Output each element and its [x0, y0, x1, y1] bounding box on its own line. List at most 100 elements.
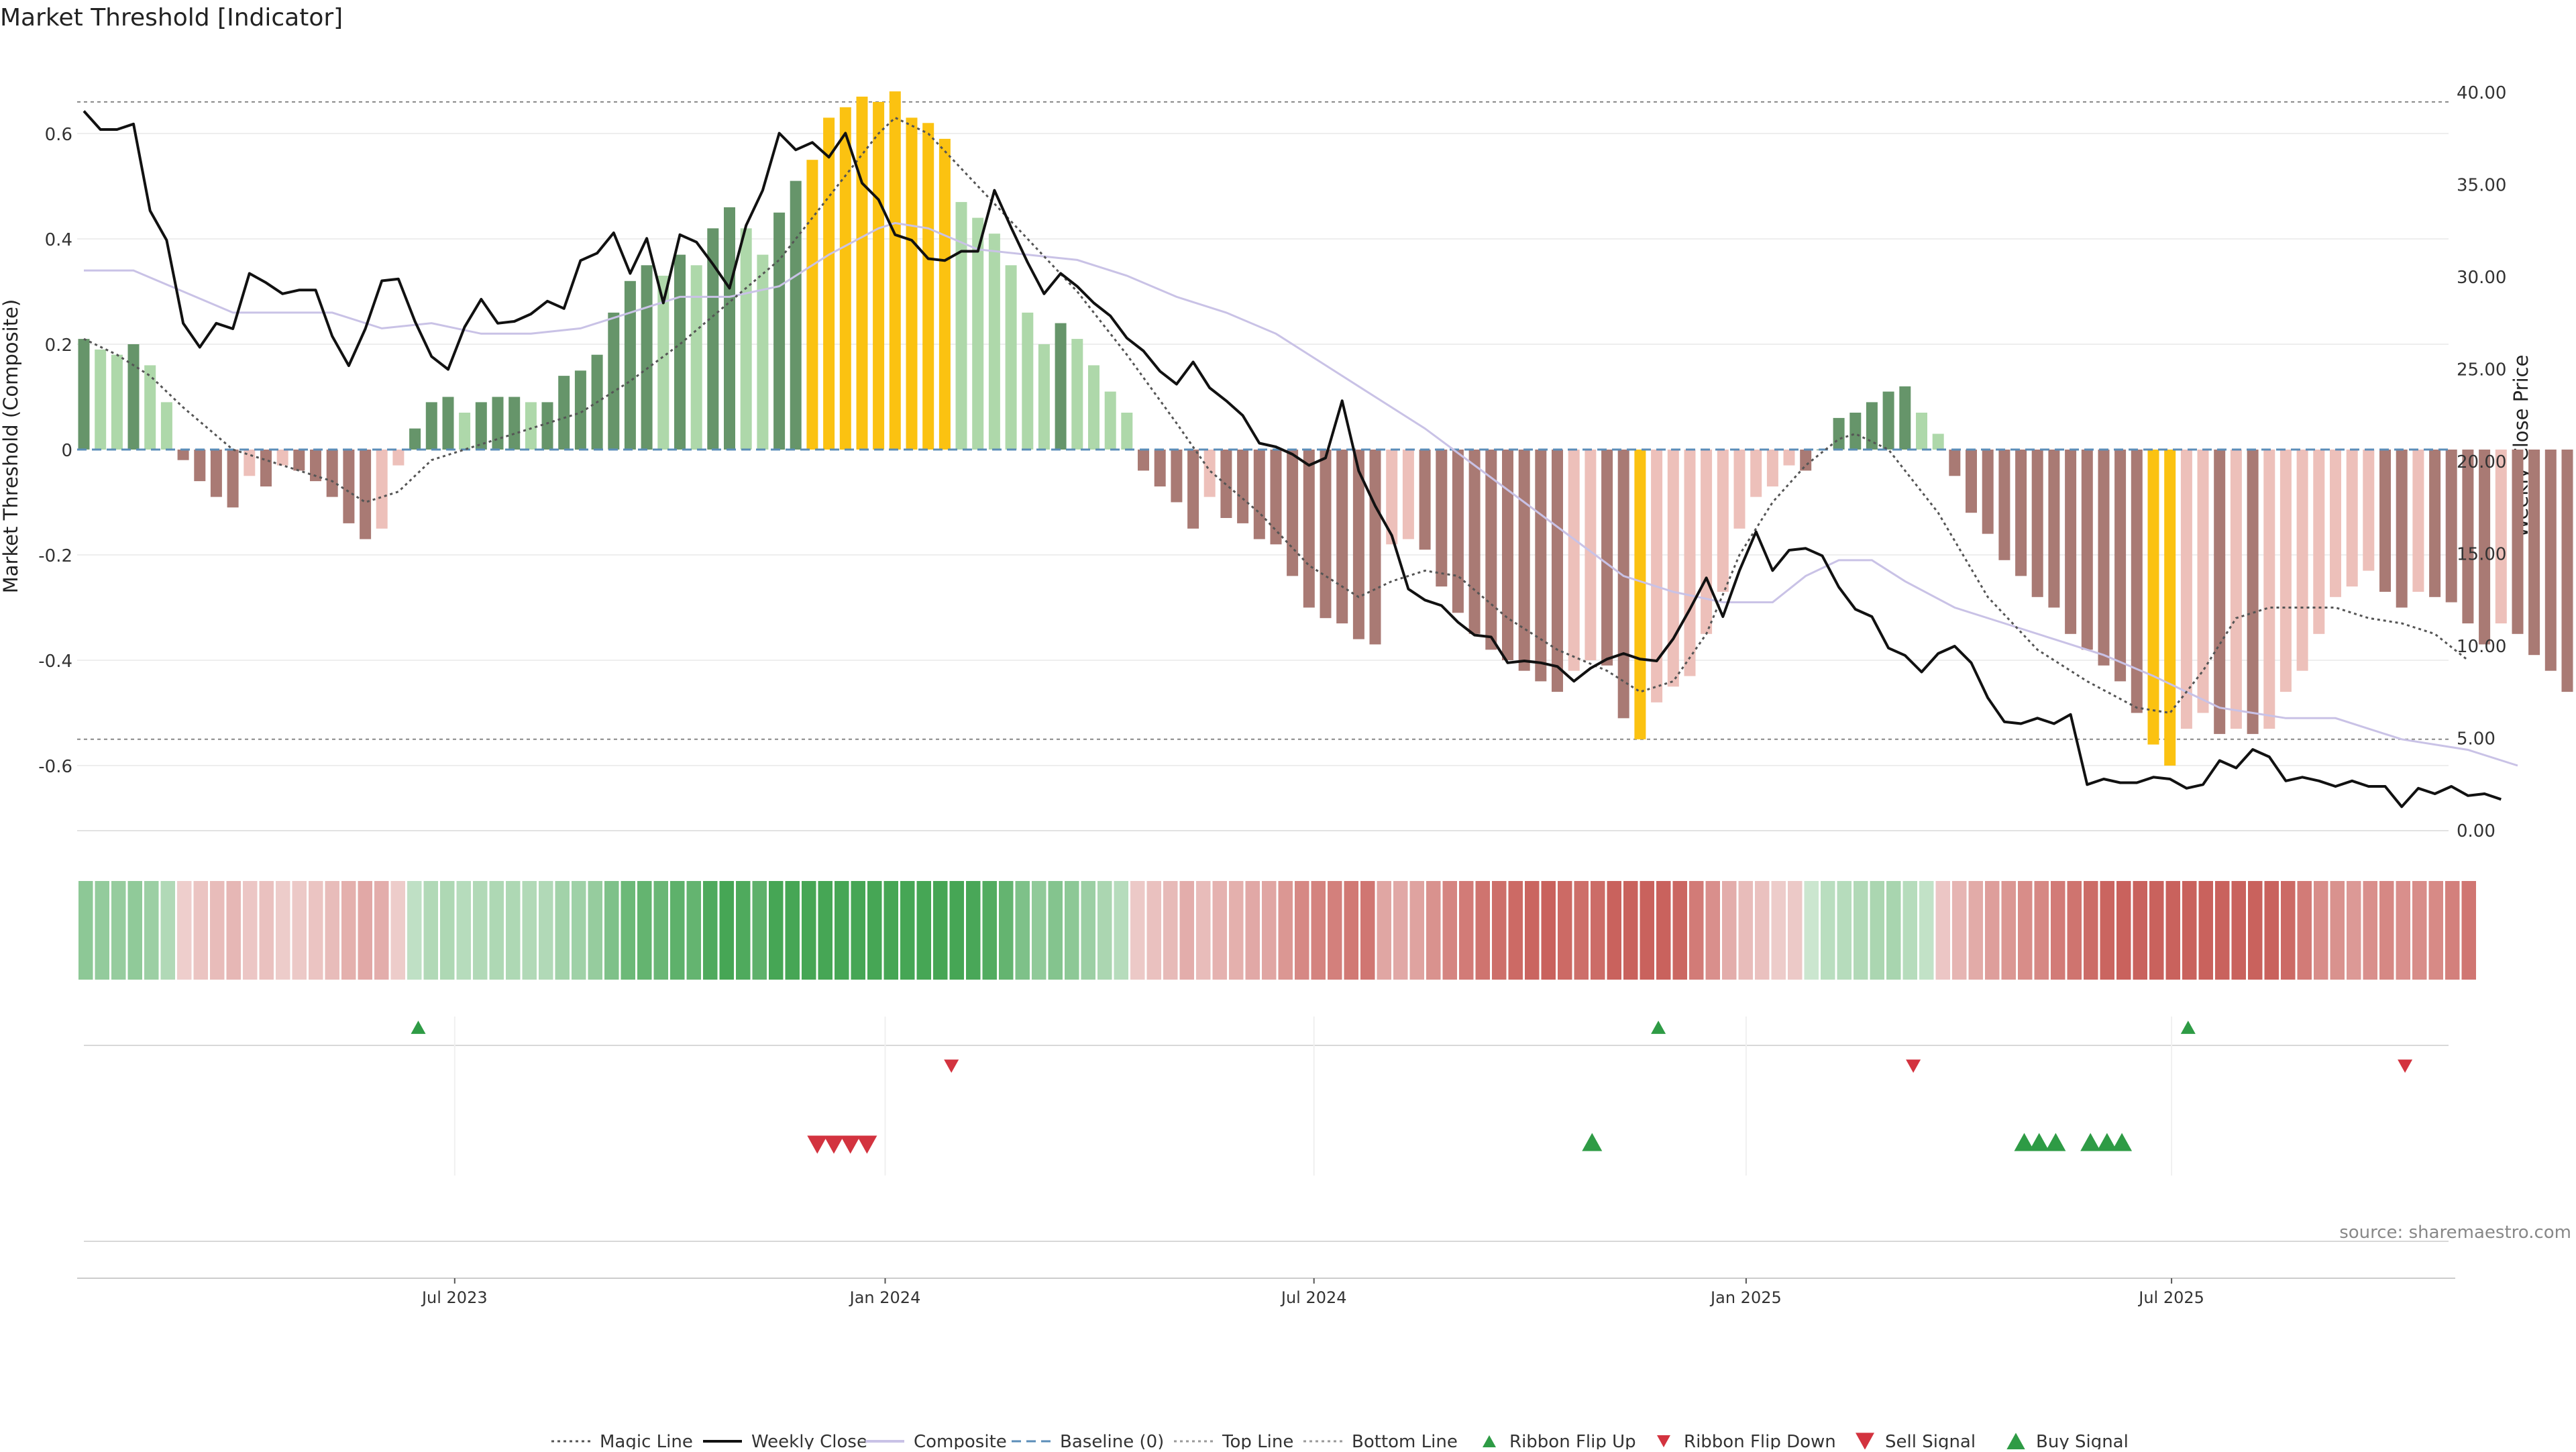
legend-label: Ribbon Flip Up [1509, 1432, 1636, 1449]
composite-bar [1502, 450, 1513, 660]
ribbon-cell [1180, 881, 1195, 980]
ribbon-cell [2133, 881, 2148, 980]
composite-bar [1452, 450, 1464, 613]
ribbon-cell [1328, 881, 1342, 980]
ribbon-flip-down-marker [1906, 1059, 1921, 1073]
ribbon-cell [2298, 881, 2312, 980]
legend-swatch [1483, 1435, 1496, 1447]
ribbon-cell [999, 881, 1014, 980]
composite-bar [1303, 450, 1315, 608]
composite-bar [2032, 450, 2043, 597]
source-credit: source: sharemaestro.com [2339, 1223, 2571, 1243]
composite-bar [525, 402, 537, 450]
ribbon-flip-up-marker [2181, 1021, 2196, 1034]
ribbon-cell [2166, 881, 2181, 980]
composite-bar [823, 117, 835, 450]
composite-bar [1552, 450, 1563, 692]
composite-bar [1071, 339, 1083, 450]
composite-bar [1237, 450, 1248, 523]
composite-bar [1899, 386, 1911, 450]
ribbon-cell [1525, 881, 1540, 980]
ribbon-cell [1722, 881, 1737, 980]
ribbon-cell [292, 881, 307, 980]
composite-bar [1320, 450, 1332, 618]
composite-bar [2446, 450, 2457, 603]
ribbon-cell [983, 881, 998, 980]
ribbon-cell [1476, 881, 1491, 980]
composite-bar [1701, 450, 1712, 634]
ribbon-cell [457, 881, 472, 980]
composite-bar [2247, 450, 2259, 734]
composite-bar [2562, 450, 2573, 692]
ribbon-flip-down-marker [944, 1059, 959, 1073]
ribbon-cell [407, 881, 422, 980]
ribbon-cell [621, 881, 636, 980]
ribbon-cell [1969, 881, 1984, 980]
x-tick-label: Jan 2024 [849, 1288, 921, 1307]
composite-bar [1668, 450, 1679, 686]
ribbon-cell [2429, 881, 2444, 980]
composite-bar [922, 123, 934, 450]
composite-bar [2280, 450, 2292, 692]
composite-bar [508, 397, 520, 450]
composite-bar [426, 402, 437, 450]
composite-bar [1105, 392, 1116, 450]
legend-label: Sell Signal [1885, 1432, 1976, 1449]
composite-bar [1618, 450, 1629, 718]
ribbon-cell [2199, 881, 2214, 980]
ribbon-cell [341, 881, 356, 980]
composite-bar [260, 450, 272, 486]
composite-bar [1949, 450, 1960, 476]
composite-bar [327, 450, 338, 497]
ribbon-cell [1788, 881, 1803, 980]
ribbon-cell [2462, 881, 2477, 980]
composite-bar [1568, 450, 1580, 671]
composite-bar [558, 376, 570, 450]
composite-bar [2379, 450, 2391, 592]
composite-bar [1038, 344, 1050, 450]
ribbon-cell [2445, 881, 2460, 980]
left-axis-ticks: 0.60.40.20-0.2-0.4-0.6 [38, 125, 72, 777]
composite-bar [2297, 450, 2308, 671]
ribbon-cell [2281, 881, 2296, 980]
x-tick-label: Jan 2025 [1709, 1288, 1782, 1307]
composite-bar [1336, 450, 1348, 623]
ribbon-cell [933, 881, 948, 980]
composite-bar [2164, 450, 2176, 766]
ribbon-cell [1295, 881, 1309, 980]
composite-bar [608, 313, 619, 450]
ribbon-cell [473, 881, 488, 980]
composite-bar [1800, 450, 1811, 470]
composite-bar [178, 450, 189, 460]
ribbon-cell [1377, 881, 1392, 980]
ribbon-cell [1689, 881, 1704, 980]
composite-bar [2198, 450, 2209, 713]
right-tick-label: 20.00 [2457, 452, 2506, 472]
sell-signal-marker [857, 1136, 877, 1154]
sell-signal-marker [841, 1136, 861, 1154]
ribbon-cell [1443, 881, 1458, 980]
composite-bar [1204, 450, 1216, 497]
left-tick-label: -0.6 [38, 757, 72, 777]
ribbon-cell [1130, 881, 1145, 980]
ribbon-cell [424, 881, 439, 980]
composite-bar [376, 450, 388, 529]
ribbon-cell [1558, 881, 1572, 980]
ribbon-cell [1772, 881, 1786, 980]
composite-bar [360, 450, 371, 539]
ribbon-cell [2215, 881, 2230, 980]
composite-bar [2015, 450, 2027, 576]
ribbon-cell [720, 881, 735, 980]
ribbon-cell [1410, 881, 1425, 980]
ribbon-cell [2248, 881, 2263, 980]
composite-bar [691, 265, 702, 450]
composite-bar [2512, 450, 2524, 634]
ribbon-cell [391, 881, 406, 980]
ribbon-cell [2232, 881, 2247, 980]
ribbon-cell [2002, 881, 2017, 980]
composite-bar [211, 450, 222, 497]
ribbon-cell [2084, 881, 2098, 980]
ribbon-cell [555, 881, 570, 980]
ribbon-cell [1919, 881, 1934, 980]
ribbon-cell [1147, 881, 1162, 980]
